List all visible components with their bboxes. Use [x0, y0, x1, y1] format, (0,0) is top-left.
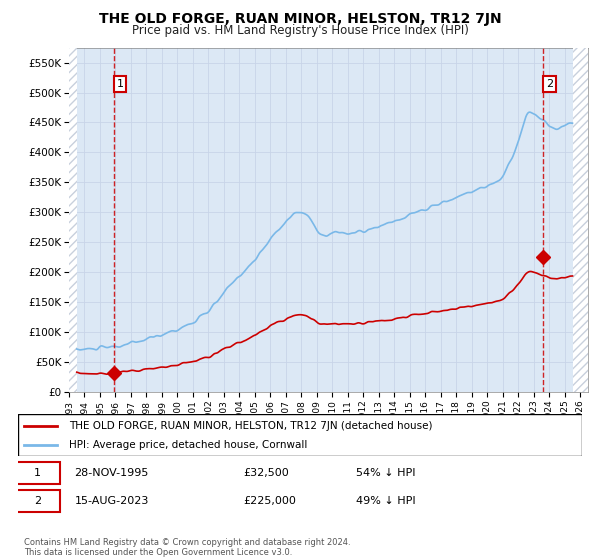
- FancyBboxPatch shape: [15, 490, 60, 512]
- FancyBboxPatch shape: [18, 414, 582, 456]
- Text: Price paid vs. HM Land Registry's House Price Index (HPI): Price paid vs. HM Land Registry's House …: [131, 24, 469, 36]
- Bar: [572, 48, 588, 392]
- Text: 1: 1: [34, 468, 41, 478]
- Text: Contains HM Land Registry data © Crown copyright and database right 2024.
This d: Contains HM Land Registry data © Crown c…: [24, 538, 350, 557]
- Text: £225,000: £225,000: [244, 496, 296, 506]
- Text: 49% ↓ HPI: 49% ↓ HPI: [356, 496, 416, 506]
- Text: HPI: Average price, detached house, Cornwall: HPI: Average price, detached house, Corn…: [69, 440, 307, 450]
- Text: 2: 2: [34, 496, 41, 506]
- Text: THE OLD FORGE, RUAN MINOR, HELSTON, TR12 7JN: THE OLD FORGE, RUAN MINOR, HELSTON, TR12…: [98, 12, 502, 26]
- Text: 1: 1: [116, 79, 124, 89]
- Text: 15-AUG-2023: 15-AUG-2023: [74, 496, 149, 506]
- Text: £32,500: £32,500: [244, 468, 289, 478]
- Text: THE OLD FORGE, RUAN MINOR, HELSTON, TR12 7JN (detached house): THE OLD FORGE, RUAN MINOR, HELSTON, TR12…: [69, 421, 432, 431]
- Text: 54% ↓ HPI: 54% ↓ HPI: [356, 468, 416, 478]
- Bar: [69, 48, 77, 392]
- Text: 2: 2: [546, 79, 553, 89]
- FancyBboxPatch shape: [15, 462, 60, 484]
- Text: 28-NOV-1995: 28-NOV-1995: [74, 468, 149, 478]
